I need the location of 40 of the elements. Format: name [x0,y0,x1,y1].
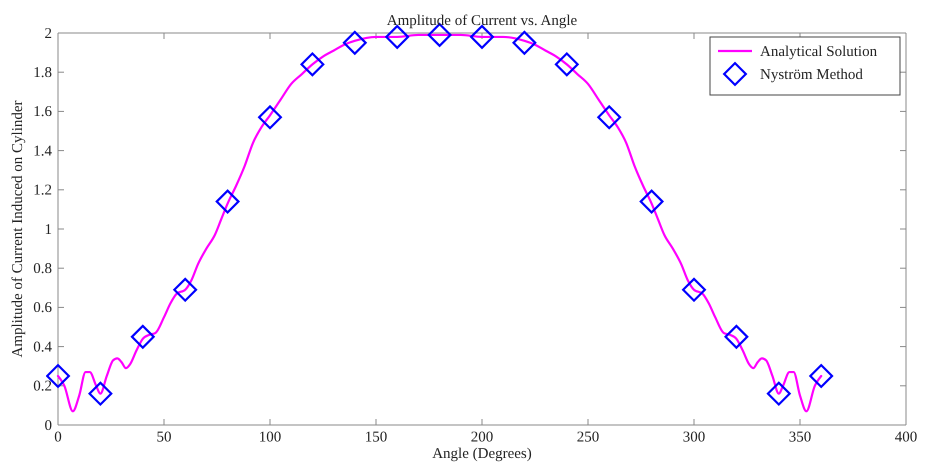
y-tick-label: 1.8 [33,65,52,81]
x-tick-label: 250 [576,430,600,446]
point [130,324,155,349]
y-tick-label: 0.8 [33,261,52,277]
point [766,382,791,406]
y-axis-title: Amplitude of Current Induced on Cylinder [10,100,26,358]
x-tick-label: 200 [470,430,494,446]
y-tick-label: 0.2 [33,378,52,395]
point [342,30,367,55]
y-tick-label: 0.6 [33,300,52,316]
x-tick-label: 400 [894,430,918,446]
x-tick-label: 300 [682,430,706,446]
y-tick-label: 0 [44,418,52,434]
point [640,190,664,214]
legend-label: Nyström Method [760,67,864,83]
y-tick-label: 1.6 [33,104,52,120]
y-tick-label: 1.2 [33,182,52,199]
point [173,278,198,302]
y-tick-label: 2 [44,26,52,42]
point [300,52,324,76]
point [216,190,240,214]
point [554,52,579,76]
point [682,278,706,302]
x-tick-label: 350 [788,430,812,446]
point [470,24,494,49]
point [597,105,622,130]
x-tick-label: 150 [364,430,388,446]
x-axis-title: Angle (Degrees) [432,446,532,462]
chart-title: Amplitude of Current vs. Angle [386,13,578,29]
x-tick-label: 50 [156,430,172,446]
point [88,382,112,406]
x-tick-label: 100 [258,430,282,446]
legend-label: Analytical Solution [760,44,878,60]
point [809,364,834,388]
point [724,324,748,349]
y-tick-label: 1 [44,222,52,238]
y-tick-label: 1.4 [33,143,52,160]
point [512,30,536,55]
point [258,105,282,130]
y-tick-label: 0.4 [33,339,52,356]
